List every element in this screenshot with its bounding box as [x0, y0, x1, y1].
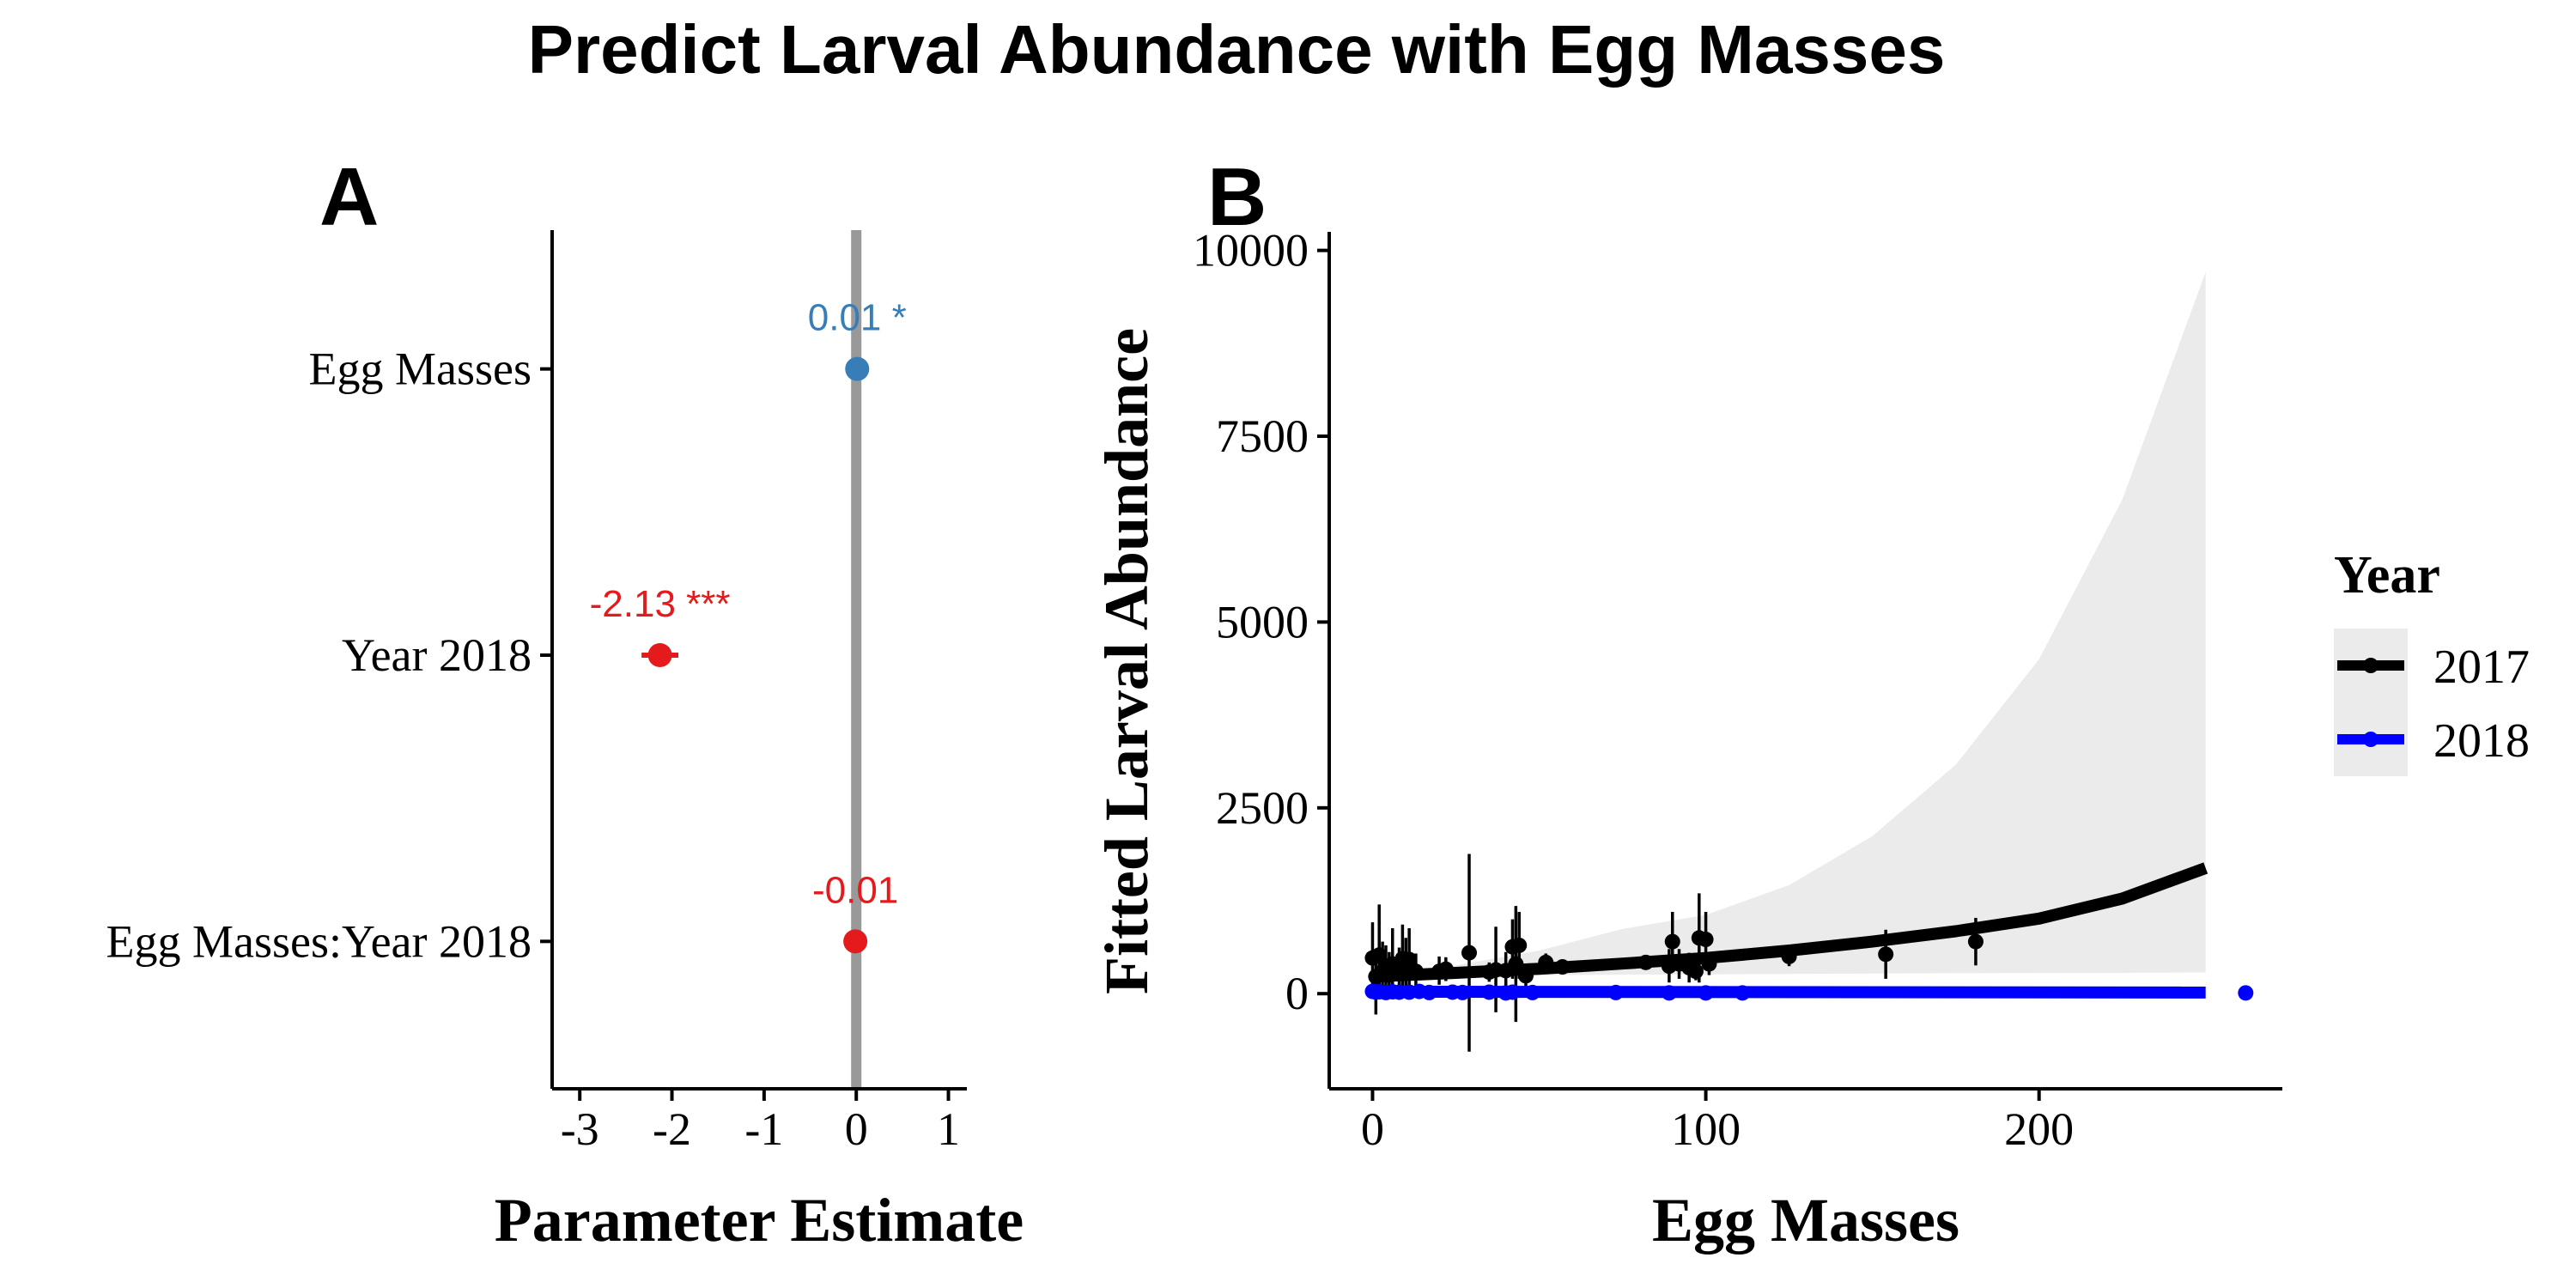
- panel-b-tag: B: [1207, 151, 1267, 243]
- point-2018: [2238, 985, 2254, 1001]
- legend-label-2017: 2017: [2433, 641, 2530, 694]
- point-2017: [1687, 963, 1704, 980]
- y-tick-label: 10000: [1193, 225, 1309, 276]
- y-tick-label-egg-masses: Egg Masses: [309, 343, 532, 395]
- point-2017: [1698, 932, 1714, 948]
- panel-a-x-axis-title: Parameter Estimate: [495, 1186, 1024, 1255]
- point-2017: [1371, 947, 1388, 963]
- panel-b-x-ticks: 0 100 200: [1361, 1089, 2074, 1155]
- estimate-point-year-2018: [647, 643, 672, 667]
- y-tick-label: 2500: [1216, 782, 1309, 834]
- x-tick-label: 1: [937, 1103, 960, 1155]
- y-tick-label: 0: [1285, 968, 1309, 1019]
- y-tick-label: 7500: [1216, 410, 1309, 462]
- confidence-bands: [1372, 271, 2206, 994]
- x-tick-label: 200: [2004, 1103, 2074, 1155]
- point-2017: [1401, 951, 1418, 968]
- point-2017: [1664, 933, 1680, 950]
- panel-a-tag: A: [319, 151, 379, 243]
- panel-b-fitted-abundance-plot: 0 2500 5000 7500 10000 0 100 200 Egg Masses Fi…: [1092, 225, 2282, 1255]
- y-tick-label-egg-masses-year-2018: Egg Masses:Year 2018: [106, 915, 532, 967]
- y-tick-label-year-2018: Year 2018: [342, 629, 532, 681]
- legend-title: Year: [2334, 546, 2440, 605]
- panel-b-y-ticks: 0 2500 5000 7500 10000: [1193, 225, 1329, 1019]
- ci-band-2017: [1372, 271, 2206, 978]
- point-2017: [1967, 933, 1984, 950]
- x-tick-label: 0: [845, 1103, 868, 1155]
- legend-key-point-2018: [2363, 732, 2379, 747]
- fit-lines: [1372, 862, 2208, 999]
- panel-a-y-ticks: Egg Masses Year 2018 Egg Masses:Year 2018: [106, 343, 552, 967]
- estimate-point-egg-masses-year-2018: [843, 929, 868, 954]
- x-tick-label: -1: [744, 1103, 783, 1155]
- fit-line-2018: [1372, 986, 2206, 999]
- coefficient-marks: 0.01 * -2.13 *** -0.01: [590, 297, 907, 954]
- y-tick-label: 5000: [1216, 596, 1309, 647]
- panel-b-y-axis-title: Fitted Larval Abundance: [1092, 328, 1161, 994]
- panel-a-coefficient-plot: 0.01 * -2.13 *** -0.01 Egg Masses Year 2018…: [106, 230, 1024, 1255]
- point-2017: [1878, 946, 1894, 963]
- estimate-label-egg-masses-year-2018: -0.01: [812, 869, 898, 911]
- figure-title: Predict Larval Abundance with Egg Masses: [528, 11, 1946, 88]
- fit-line-2017: [1372, 862, 2208, 983]
- panel-a-x-ticks: -3 -2 -1 0 1: [561, 1089, 960, 1155]
- legend-key-background: [2334, 629, 2408, 776]
- estimate-label-egg-masses: 0.01 *: [808, 297, 907, 339]
- point-2017: [1461, 945, 1478, 961]
- legend-label-2018: 2018: [2433, 714, 2530, 768]
- estimate-point-egg-masses: [845, 356, 870, 381]
- x-tick-label: -2: [653, 1103, 691, 1155]
- legend: Year 2017 2018: [2334, 546, 2530, 776]
- x-tick-label: 0: [1361, 1103, 1384, 1155]
- x-tick-label: 100: [1671, 1103, 1741, 1155]
- point-2017: [1511, 937, 1528, 953]
- estimate-label-year-2018: -2.13 ***: [590, 583, 731, 625]
- panel-b-x-axis-title: Egg Masses: [1652, 1186, 1959, 1255]
- legend-keys: 2017 2018: [2337, 641, 2530, 768]
- legend-key-point-2017: [2363, 658, 2379, 673]
- x-tick-label: -3: [561, 1103, 599, 1155]
